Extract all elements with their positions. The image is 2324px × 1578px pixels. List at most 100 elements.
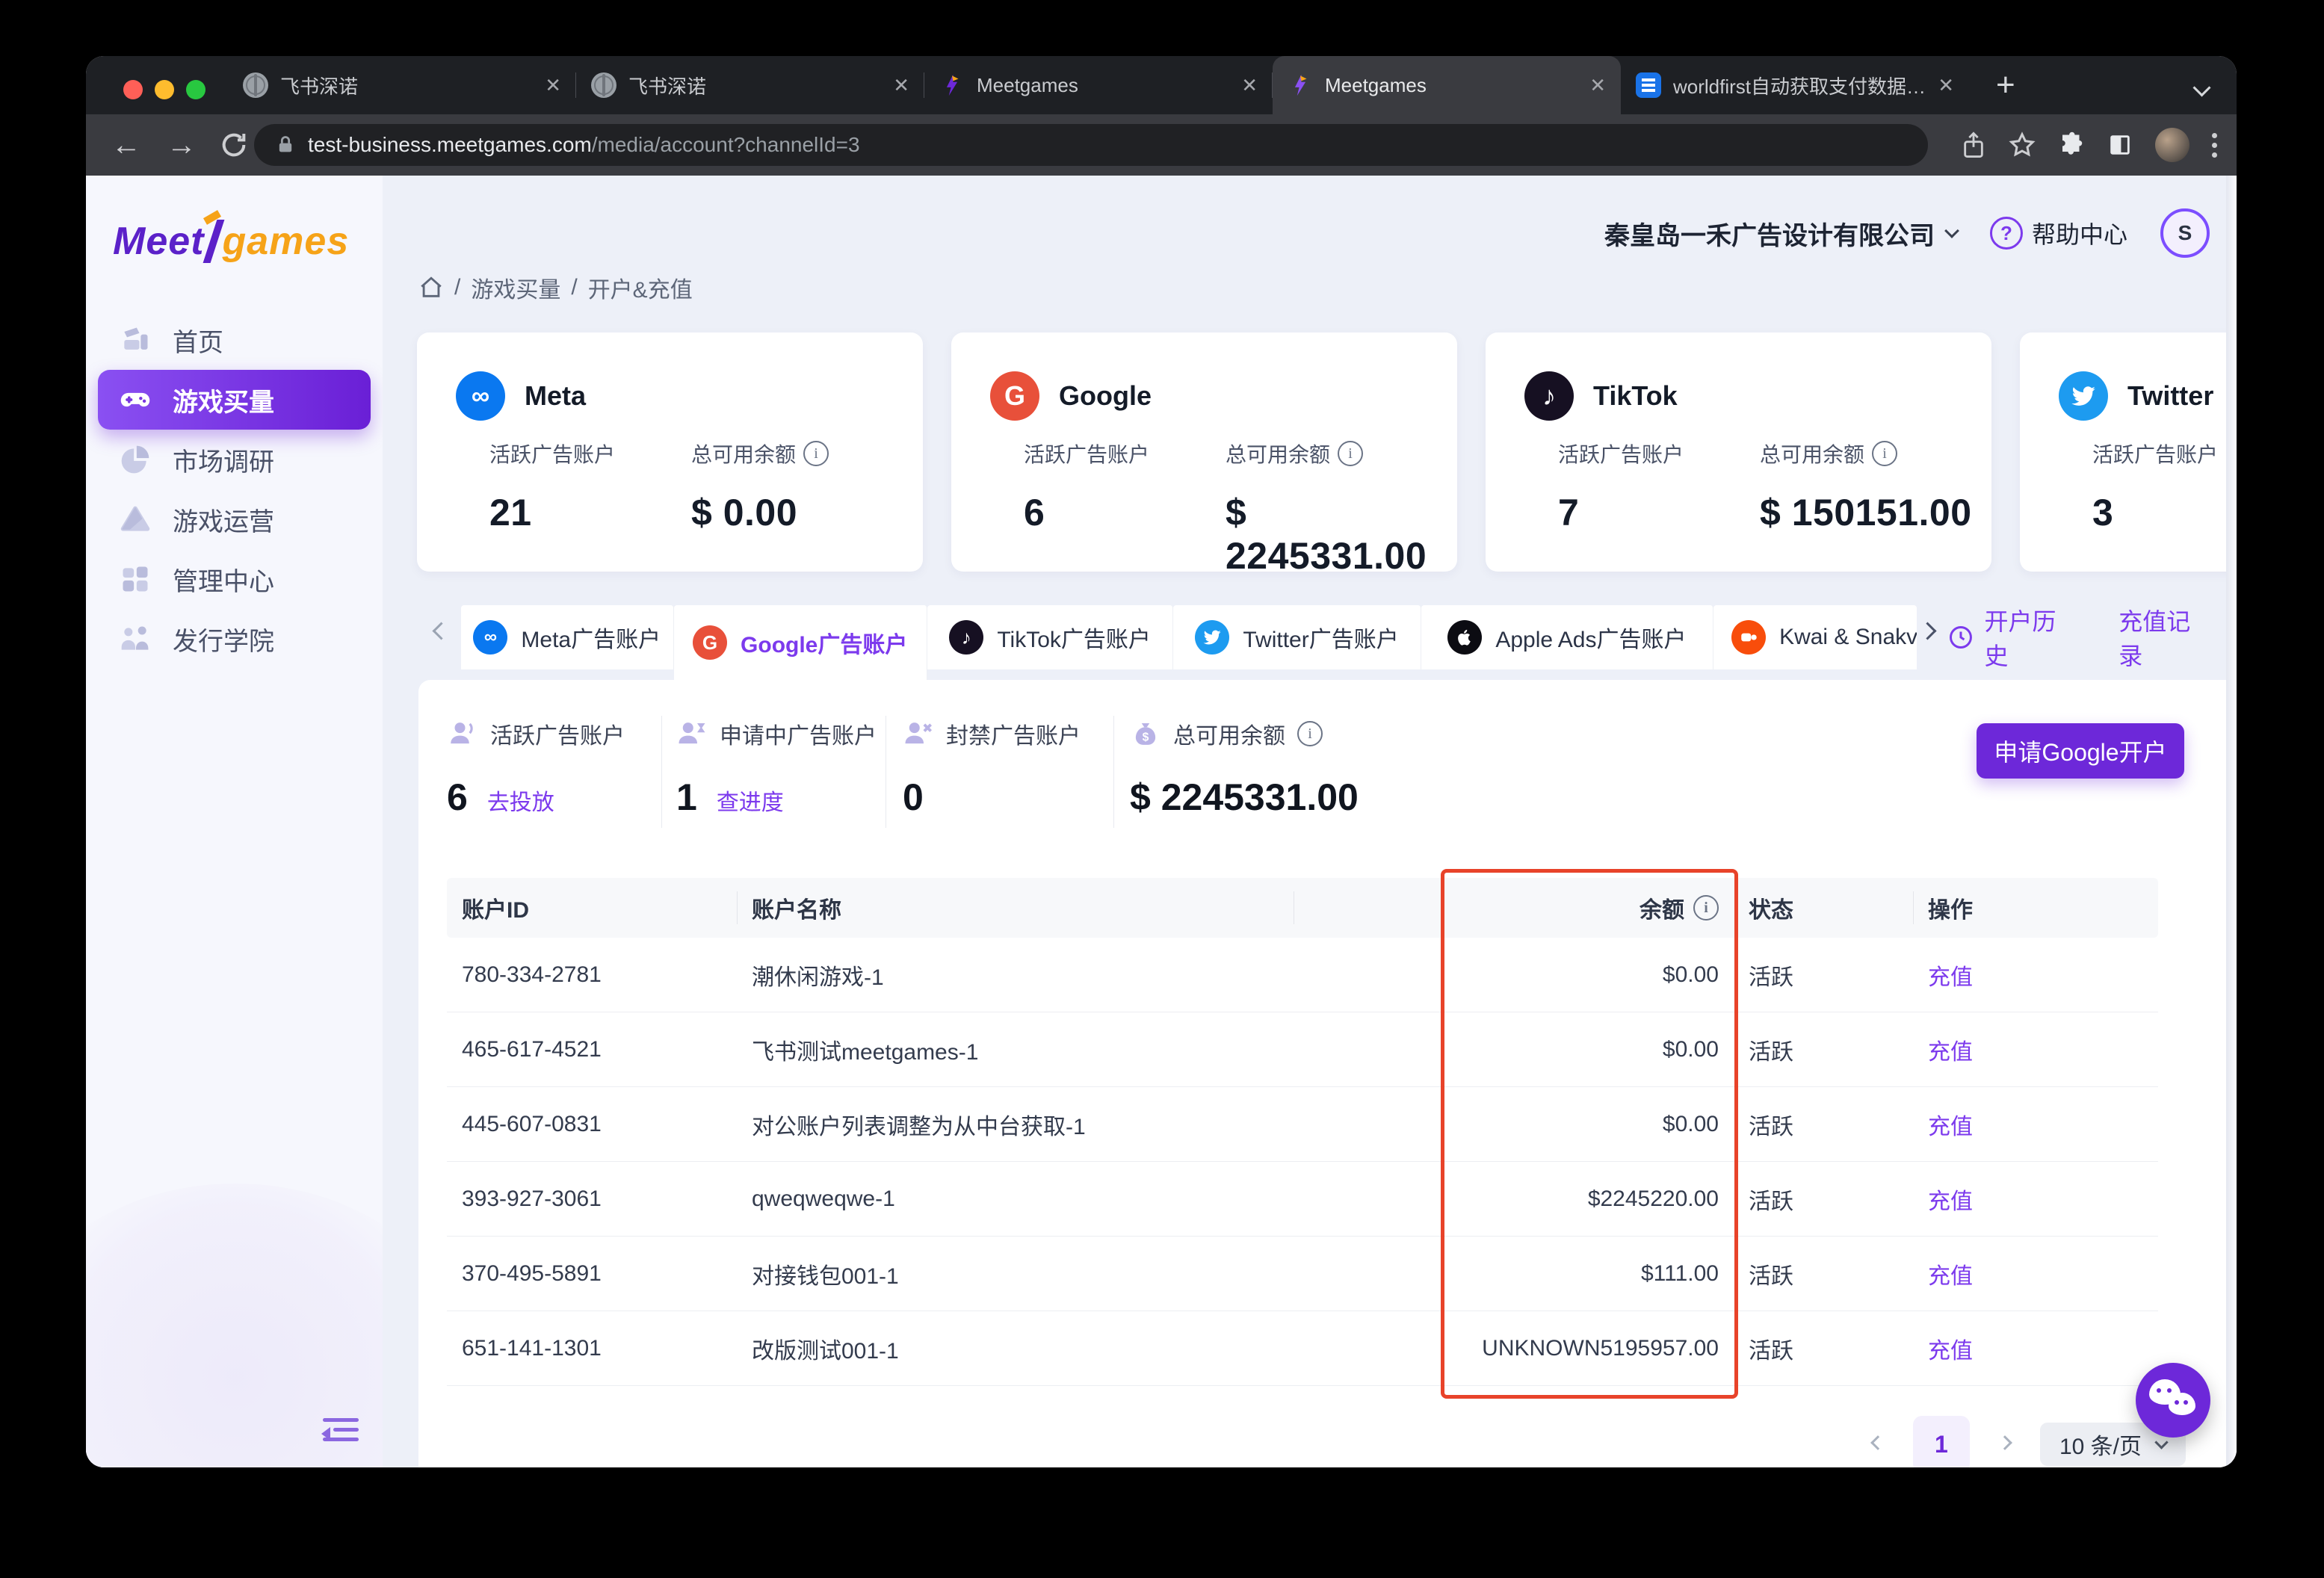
browser-tab-5[interactable]: worldfirst自动获取支付数据-PR ✕	[1621, 56, 1969, 114]
browser-tab-3[interactable]: Meetgames ✕	[924, 56, 1273, 114]
active-accounts-value: 6	[1024, 492, 1045, 533]
platform-name: Twitter	[2127, 380, 2214, 411]
stat-pending-accounts: 申请中广告账户 1 查进度	[676, 717, 877, 819]
browser-tab-1[interactable]: 飞书深诺 ✕	[228, 56, 576, 114]
tab-meta-accounts[interactable]: ∞ Meta广告账户	[461, 605, 674, 669]
tab-kwai-accounts[interactable]: Kwai & Snakvid	[1713, 605, 1917, 669]
go-launch-link[interactable]: 去投放	[486, 790, 554, 815]
home-icon[interactable]	[418, 275, 444, 300]
stat-value: 6	[447, 776, 468, 818]
minimize-window-button[interactable]	[155, 80, 174, 99]
sidebar-item-game-operations[interactable]: 游戏运营	[98, 489, 371, 549]
browser-tab-strip: 飞书深诺 ✕ 飞书深诺 ✕ Meetgames ✕	[86, 56, 2237, 114]
new-tab-button[interactable]: +	[1996, 66, 2015, 103]
tab-title: Meetgames	[977, 73, 1078, 96]
close-tab-icon[interactable]: ✕	[545, 73, 561, 96]
recharge-link[interactable]: 充值	[1928, 1039, 1973, 1065]
tab-appleads-accounts[interactable]: Apple Ads广告账户	[1421, 605, 1714, 669]
meetgames-logo[interactable]: Meet games	[113, 220, 350, 263]
macos-traffic-lights[interactable]	[123, 80, 205, 99]
twitter-icon	[1195, 620, 1230, 655]
col-balance: 余额 i	[1294, 891, 1734, 924]
info-icon[interactable]: i	[1338, 441, 1364, 466]
bookmark-star-icon[interactable]	[2009, 132, 2036, 158]
breadcrumb-page: 开户&充值	[587, 278, 693, 303]
platform-name: Meta	[525, 380, 587, 411]
cell-balance: UNKNOWN5195957.00	[1482, 1335, 1719, 1361]
recharge-link[interactable]: 充值	[1928, 1114, 1973, 1139]
sidebar-item-publishing-academy[interactable]: 发行学院	[98, 609, 371, 669]
google-card: G Google 活跃广告账户 总可用余额 i 6 $ 2245331.00	[951, 332, 1457, 577]
platform-cards: ∞ Meta 活跃广告账户 总可用余额 i 21 $ 0.00 G Google …	[417, 332, 2237, 577]
table-row: 370-495-5891 对接钱包001-1 $111.00 活跃 充值	[447, 1237, 2158, 1311]
recharge-link[interactable]: 充值	[1928, 1263, 1973, 1289]
company-selector[interactable]: 秦皇岛一禾广告设计有限公司	[1604, 215, 1959, 252]
sidepanel-icon[interactable]	[2107, 132, 2133, 158]
info-icon[interactable]: i	[1872, 441, 1898, 466]
meetgames-favicon	[1288, 72, 1313, 98]
scrollbar-gutter[interactable]	[2226, 176, 2237, 1467]
help-center-link[interactable]: ? 帮助中心	[1989, 216, 2127, 250]
twitter-card: Twitter 活跃广告账户 3	[2020, 332, 2237, 572]
tab-google-accounts[interactable]: G Google广告账户	[673, 605, 927, 680]
stat-active-accounts: 活跃广告账户 6 去投放	[447, 717, 625, 819]
close-tab-icon[interactable]: ✕	[1589, 73, 1606, 96]
meta-icon: ∞	[456, 371, 505, 421]
next-page-icon[interactable]	[1997, 1435, 2012, 1452]
url-bar[interactable]: test-business.meetgames.com/media/accoun…	[254, 124, 1928, 166]
recharge-link[interactable]: 充值	[1928, 1189, 1973, 1214]
tab-search-chevron-icon[interactable]	[2192, 78, 2211, 98]
sidebar-item-market-research[interactable]: 市场调研	[98, 430, 371, 489]
close-tab-icon[interactable]: ✕	[1241, 73, 1258, 96]
browser-window: 飞书深诺 ✕ 飞书深诺 ✕ Meetgames ✕	[86, 56, 2237, 1467]
scroll-tabs-left-icon[interactable]	[432, 622, 451, 641]
table-row: 393-927-3061 qweqweqwe-1 $2245220.00 活跃 …	[447, 1162, 2158, 1237]
browser-menu-icon[interactable]	[2212, 132, 2217, 158]
scroll-tabs-right-icon[interactable]	[1918, 622, 1937, 641]
breadcrumb-section[interactable]: 游戏买量	[471, 278, 561, 303]
info-icon[interactable]: i	[1693, 895, 1719, 920]
tiktok-icon: ♪	[949, 620, 984, 655]
back-button[interactable]: ←	[111, 129, 141, 161]
recharge-link[interactable]: 充值	[1928, 965, 1973, 990]
apple-icon	[1447, 620, 1483, 655]
browser-tab-2[interactable]: 飞书深诺 ✕	[576, 56, 924, 114]
table-row: 780-334-2781 潮休闲游戏-1 $0.00 活跃 充值	[447, 938, 2158, 1012]
meta-card: ∞ Meta 活跃广告账户 总可用余额 i 21 $ 0.00	[417, 332, 923, 572]
share-icon[interactable]	[1961, 131, 1986, 159]
recharge-records-link[interactable]: 充值记录	[2119, 608, 2191, 669]
cell-account-name: 改版测试001-1	[752, 1338, 899, 1364]
check-progress-link[interactable]: 查进度	[716, 790, 784, 815]
reload-button[interactable]	[219, 130, 249, 160]
sidebar-item-game-buying[interactable]: 游戏买量	[98, 370, 371, 430]
user-avatar[interactable]: S	[2160, 208, 2210, 258]
tab-tiktok-accounts[interactable]: ♪ TikTok广告账户	[927, 605, 1174, 669]
person-icon	[447, 718, 478, 749]
close-tab-icon[interactable]: ✕	[893, 73, 909, 96]
account-history-link[interactable]: 开户历史	[1947, 603, 2080, 672]
info-icon[interactable]: i	[1297, 721, 1323, 746]
sidebar-item-home[interactable]: 首页	[98, 310, 371, 370]
tiktok-card: ♪ TikTok 活跃广告账户 总可用余额 i 7 $ 150151.00	[1486, 332, 1991, 572]
info-icon[interactable]: i	[803, 441, 829, 466]
browser-tab-4-active[interactable]: Meetgames ✕	[1273, 56, 1621, 114]
stat-banned-accounts: 封禁广告账户 0	[903, 717, 1081, 819]
apply-google-account-button[interactable]: 申请Google开户	[1977, 723, 2184, 779]
tab-title: 飞书深诺	[628, 75, 707, 98]
wechat-float-button[interactable]	[2136, 1363, 2210, 1438]
close-tab-icon[interactable]: ✕	[1938, 73, 1954, 96]
sidebar-collapse-icon[interactable]	[321, 1418, 362, 1448]
extensions-puzzle-icon[interactable]	[2058, 132, 2085, 158]
prev-page-icon[interactable]	[1870, 1435, 1885, 1452]
close-window-button[interactable]	[123, 80, 143, 99]
browser-profile-avatar[interactable]	[2155, 128, 2189, 162]
forward-button[interactable]: →	[167, 129, 197, 161]
person-x-icon	[903, 718, 934, 749]
recharge-link[interactable]: 充值	[1928, 1338, 1973, 1364]
tab-twitter-accounts[interactable]: Twitter广告账户	[1173, 605, 1421, 669]
stat-value: 0	[903, 776, 924, 818]
sidebar-item-admin-center[interactable]: 管理中心	[98, 549, 371, 609]
page-number[interactable]: 1	[1912, 1416, 1970, 1467]
page-size-select[interactable]: 10 条/页	[2039, 1423, 2186, 1466]
zoom-window-button[interactable]	[186, 80, 205, 99]
